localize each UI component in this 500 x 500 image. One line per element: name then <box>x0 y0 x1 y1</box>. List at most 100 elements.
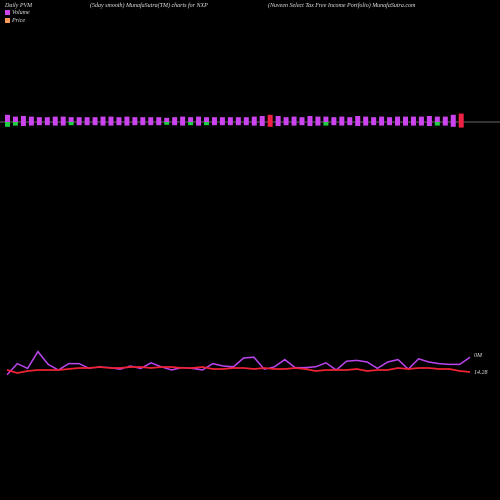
volume-bar-down <box>140 122 146 126</box>
volume-bar-up <box>450 114 456 122</box>
volume-bar-up <box>12 116 18 122</box>
line-price <box>6 366 471 374</box>
legend-label: Price <box>11 18 25 24</box>
volume-bar-down <box>52 122 58 126</box>
volume-bar-up <box>235 117 241 122</box>
volume-bar-up <box>116 117 122 122</box>
volume-bar-down <box>442 122 448 126</box>
volume-bar-up <box>219 117 225 122</box>
volume-bar-down <box>156 122 162 126</box>
volume-bar-up <box>68 117 74 122</box>
volume-bar-down <box>44 122 50 126</box>
volume-bar-down <box>148 122 154 126</box>
volume-bar-up <box>84 117 90 122</box>
volume-bar-up <box>204 117 209 122</box>
volume-bar-up <box>426 116 432 122</box>
volume-bar-down <box>84 122 90 126</box>
volume-bar-down <box>100 122 106 126</box>
volume-bar-up <box>418 116 424 122</box>
chart-title: Daily PVM <box>4 3 33 9</box>
volume-bar-down <box>307 122 313 126</box>
volume-bar-up <box>458 113 464 122</box>
volume-bar-up <box>243 117 249 122</box>
volume-bar-up <box>148 117 154 122</box>
volume-bar-down <box>339 122 345 126</box>
volume-bar-down <box>323 122 329 126</box>
volume-bar-up <box>379 116 385 122</box>
volume-bar-down <box>283 122 289 126</box>
volume-bar-down <box>450 122 456 127</box>
volume-bar-down <box>68 122 74 126</box>
volume-bar-down <box>92 122 98 126</box>
volume-bar-down <box>291 122 297 126</box>
volume-bar-up <box>140 117 146 122</box>
volume-bar-down <box>243 122 249 126</box>
volume-bar-up <box>355 116 361 122</box>
volume-bar-up <box>124 116 130 122</box>
volume-bar-up <box>172 117 178 122</box>
volume-bar-down <box>60 122 66 126</box>
volume-bar-down <box>124 122 130 126</box>
volume-bar-up <box>331 117 337 122</box>
volume-bar-up <box>211 117 217 122</box>
volume-bar-down <box>426 122 432 126</box>
volume-bar-up <box>275 116 281 122</box>
volume-bar-down <box>259 122 265 126</box>
volume-bar-down <box>410 122 416 126</box>
volume-bar-up <box>347 117 353 122</box>
volume-bar-up <box>36 117 42 122</box>
legend-label: Volume <box>12 10 30 16</box>
volume-bar-up <box>52 116 58 122</box>
volume-bar-up <box>339 116 345 122</box>
volume-bar-up <box>395 116 401 122</box>
volume-bar-down <box>227 122 233 126</box>
volume-bar-down <box>108 122 114 126</box>
volume-bar-up <box>180 116 186 122</box>
volume-bar-up <box>164 117 170 122</box>
volume-bar-down <box>347 122 353 126</box>
volume-bar-up <box>5 114 10 122</box>
legend-swatch <box>5 18 10 23</box>
volume-bar-up <box>188 117 194 122</box>
volume-bar-down <box>116 122 122 126</box>
volume-bar-down <box>315 122 321 126</box>
volume-bar-down <box>371 122 377 126</box>
volume-bar-up <box>291 116 297 122</box>
legend-swatch <box>5 10 10 15</box>
volume-bar-down <box>331 122 337 126</box>
volume-bar-down <box>36 122 42 126</box>
volume-bar-down <box>76 122 82 126</box>
volume-bar-down <box>275 122 281 126</box>
volume-bar-up <box>100 116 106 122</box>
volume-bar-down <box>235 122 241 126</box>
line-volume <box>6 350 471 376</box>
volume-bar-up <box>132 117 138 122</box>
volume-bar-up <box>315 116 321 122</box>
volume-bar-up <box>227 117 233 122</box>
chart-subtitle: (5day smooth) MunafaSutra(TM) charts for… <box>90 2 208 9</box>
volume-end-label: 0M <box>474 353 483 359</box>
volume-bar-down <box>395 122 401 126</box>
volume-bar-up <box>251 116 257 122</box>
volume-bar-down <box>379 122 385 126</box>
volume-bar-down <box>180 122 186 126</box>
volume-bar-up <box>92 117 98 122</box>
volume-bar-down <box>387 122 393 126</box>
volume-bar-up <box>371 117 377 122</box>
volume-bar-up <box>259 116 265 122</box>
volume-bar-down <box>267 122 273 127</box>
volume-bar-down <box>188 122 194 126</box>
volume-bar-up <box>283 117 289 122</box>
volume-bar-up <box>323 116 329 122</box>
volume-bar-down <box>211 122 217 126</box>
volume-bar-down <box>458 122 464 128</box>
volume-bar-down <box>172 122 178 126</box>
volume-bar-down <box>12 122 18 126</box>
volume-bar-up <box>28 116 34 122</box>
volume-bar-down <box>5 122 10 127</box>
volume-bar-up <box>442 116 448 122</box>
volume-bar-down <box>251 122 257 126</box>
volume-bar-up <box>434 116 440 122</box>
volume-bar-up <box>196 116 202 122</box>
